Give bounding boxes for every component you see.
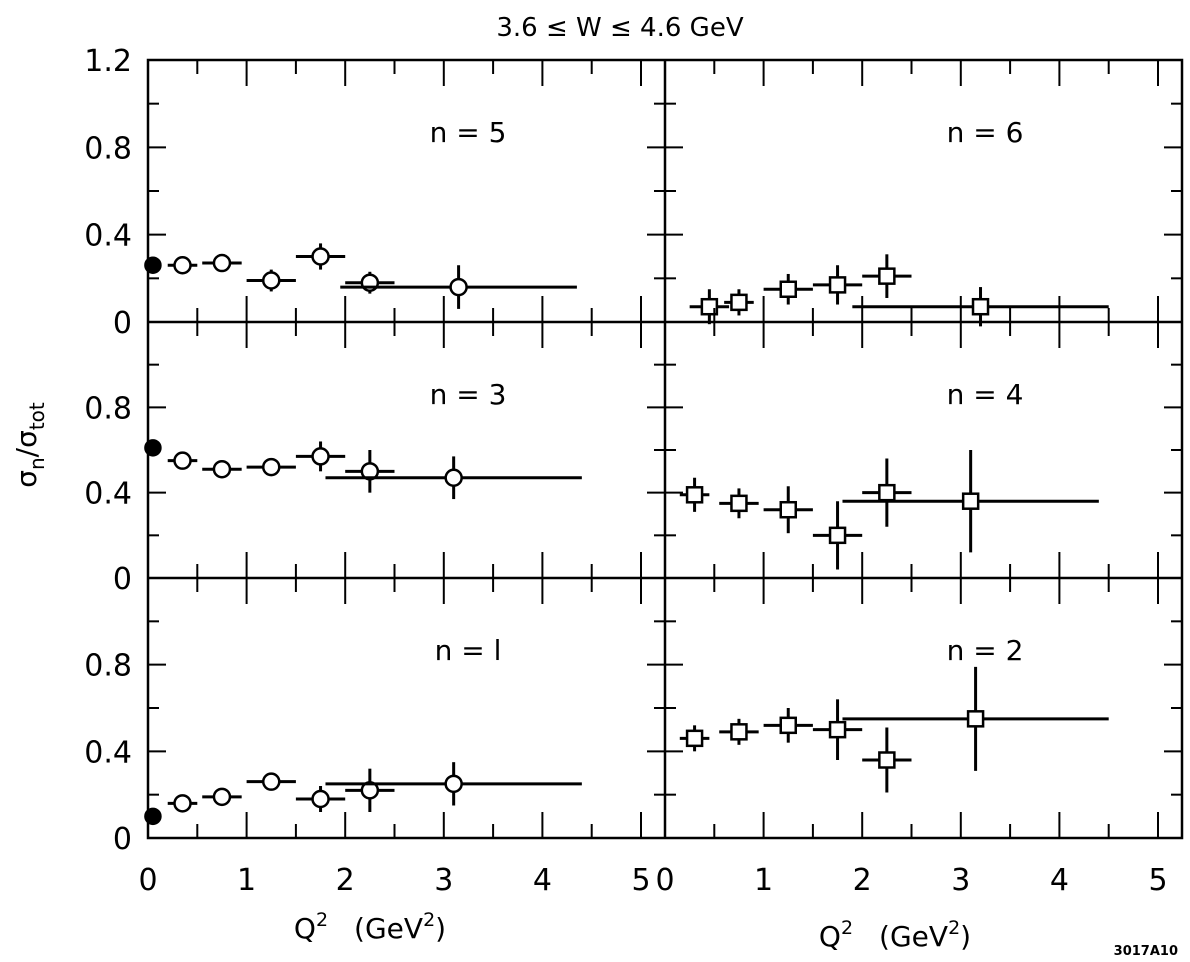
data-point-circle: [173, 794, 192, 813]
y-axis-label-sigma: σ: [10, 470, 43, 488]
x-tick-label: 4: [1050, 863, 1069, 898]
y-tick-label: 0: [113, 562, 132, 597]
data-point-square: [878, 751, 896, 769]
data-point-square: [685, 486, 704, 504]
x-axis-label-left-q: Q: [294, 912, 316, 945]
data-point-circle: [262, 772, 281, 791]
data-point-square: [730, 723, 748, 741]
panel-2: n = 6: [689, 116, 1109, 327]
panel-3: n = 3: [144, 378, 582, 500]
panel-4: n = 4: [679, 378, 1099, 570]
y-tick-label: 0.8: [84, 649, 132, 684]
y-tick-label: 0.4: [84, 219, 132, 254]
data-point-square: [961, 492, 980, 510]
panel-5: n = l: [144, 634, 582, 826]
x-tick-label: 3: [434, 863, 453, 898]
data-point-circle: [311, 447, 330, 466]
y-tick-label: 0.8: [84, 131, 132, 166]
data-point-circle: [212, 459, 232, 479]
data-point-circle: [311, 247, 330, 266]
figure-title: 3.6 ≤ W ≤ 4.6 GeV: [496, 13, 743, 43]
y-tick-label: 0: [113, 306, 132, 341]
data-point-circle: [212, 253, 232, 273]
data-point-square: [730, 293, 748, 312]
panel-label: n = 3: [430, 378, 507, 411]
data-point-square: [779, 280, 797, 298]
x-axis-label-right-unit-open: (GeV: [879, 920, 948, 953]
x-tick-label: 1: [754, 863, 773, 898]
data-point-square: [828, 720, 847, 739]
x-tick-label: 1: [237, 863, 256, 898]
x-tick-label: 5: [1148, 863, 1167, 898]
data-point-circle: [262, 271, 281, 290]
y-axis-label-sub-n: n: [25, 457, 49, 470]
panel-label: n = l: [435, 634, 502, 667]
x-tick-label: 0: [655, 863, 674, 898]
x-axis-label-left: Q2 (GeV2): [294, 909, 446, 945]
x-axis-label-right-sup: 2: [841, 917, 853, 939]
data-point-circle: [444, 468, 463, 487]
x-tick-label: 0: [138, 863, 157, 898]
y-tick-label: 0.4: [84, 477, 132, 512]
panels: n = 5 n = 6 n = 3 n = 4 n = l n = 2: [144, 116, 1109, 826]
panel-label: n = 6: [947, 116, 1024, 149]
data-point-square: [685, 729, 704, 748]
y-tick-label: 0.4: [84, 735, 132, 770]
data-point-circle: [212, 787, 232, 807]
data-point-circle: [173, 451, 192, 470]
data-point-square: [878, 483, 896, 502]
data-point-square: [700, 297, 719, 316]
x-tick-label: 3: [951, 863, 970, 898]
x-tick-label: 4: [533, 863, 552, 898]
x-axis-label-left-unit-open: (GeV: [354, 912, 423, 945]
x-tick-label: 2: [336, 863, 355, 898]
panel-6: n = 2: [679, 634, 1109, 793]
data-point-square: [730, 494, 748, 513]
x-axis-label-right-q: Q: [819, 920, 841, 953]
data-point-circle: [262, 457, 281, 477]
y-axis-label-slash: /σ: [10, 430, 43, 457]
data-point-circle: [444, 774, 463, 794]
data-point-square: [966, 710, 985, 728]
x-axis-label-right: Q2 (GeV2): [819, 917, 971, 953]
y-tick-label: 1.2: [84, 44, 132, 79]
data-point-square: [828, 526, 847, 545]
y-tick-label: 0: [113, 822, 132, 857]
panel-label: n = 5: [430, 116, 507, 149]
x-axis-label-left-unit-sup: 2: [423, 909, 435, 931]
data-point-circle: [360, 462, 380, 481]
y-axis-label-sub-tot: tot: [25, 402, 49, 430]
data-point-circle: [449, 277, 468, 297]
x-axis-label-right-unit-sup: 2: [948, 917, 960, 939]
data-point-square: [828, 276, 847, 294]
data-point-square: [779, 716, 797, 735]
data-point-square: [971, 297, 990, 316]
x-tick-label: 2: [853, 863, 872, 898]
x-axis-label-left-unit-close: ): [435, 912, 446, 945]
data-point-circle: [173, 255, 192, 275]
x-axis-label-right-unit-close: ): [960, 920, 971, 953]
data-point-circle: [311, 789, 330, 809]
data-point-square: [779, 500, 797, 519]
y-axis-label: σn/σtot: [10, 402, 49, 488]
panel-label: n = 2: [947, 634, 1024, 667]
panel-1: n = 5: [144, 116, 577, 309]
figure-id: 3017A10: [1114, 944, 1178, 959]
x-tick-label: 5: [631, 863, 650, 898]
axes: 1.20.80.400.80.400.80.400 1 2 3 4 5 0 1 2 3 4 5: [84, 44, 1184, 898]
y-tick-label: 0.8: [84, 391, 132, 426]
panel-label: n = 4: [947, 378, 1024, 411]
x-axis-label-left-sup: 2: [316, 909, 328, 931]
data-point-square: [878, 267, 896, 285]
